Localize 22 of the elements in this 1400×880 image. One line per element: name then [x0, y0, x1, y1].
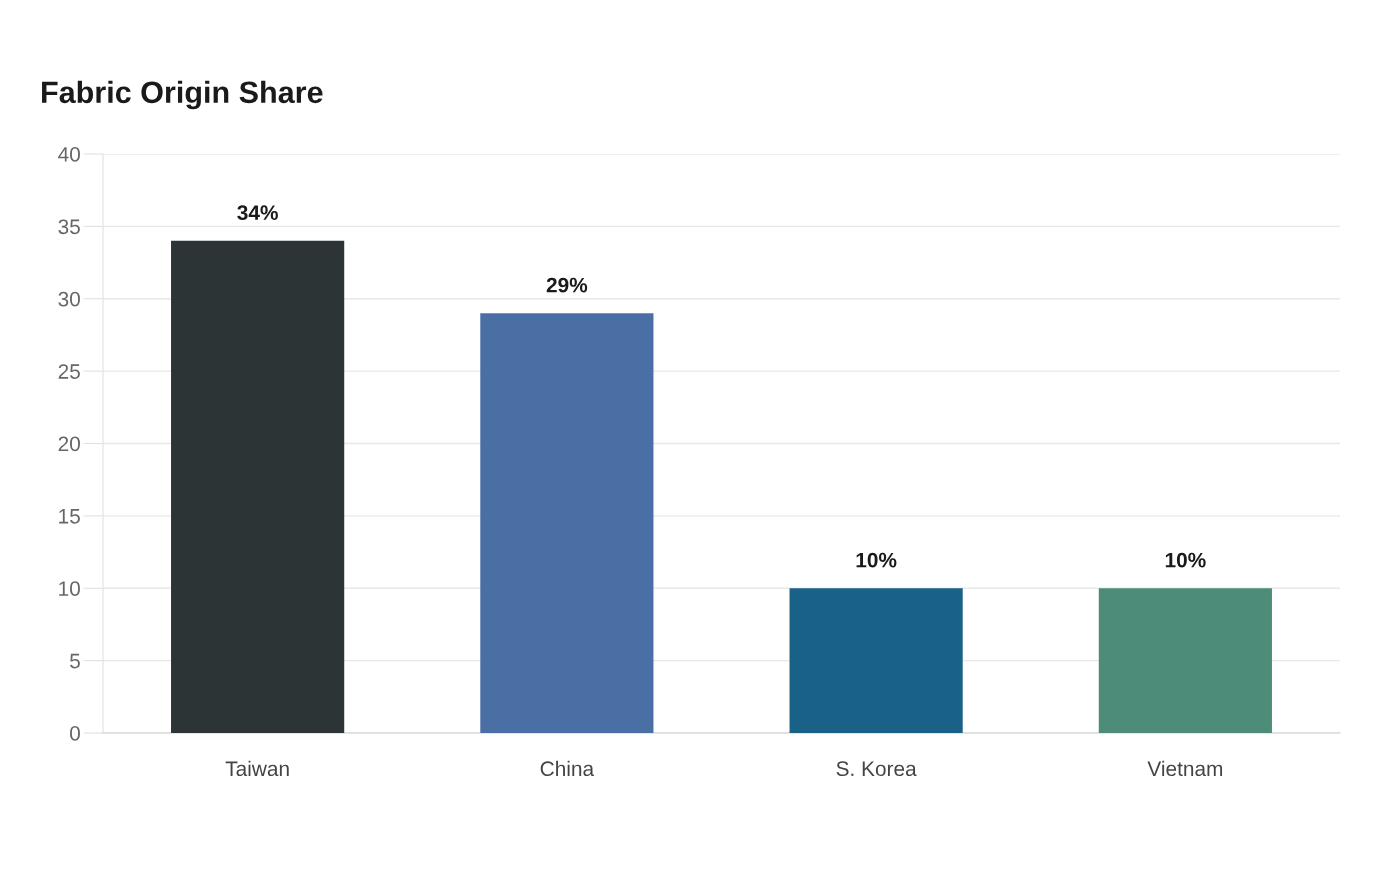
chart-title: Fabric Origin Share	[42, 80, 323, 110]
bar	[1098, 588, 1272, 733]
bar	[171, 240, 345, 733]
x-tick-label: Vietnam	[1147, 760, 1223, 777]
data-label: 10%	[856, 552, 897, 568]
y-tick-label: 5	[70, 653, 80, 669]
y-tick-label: 35	[58, 219, 80, 235]
x-tick-label: Taiwan	[225, 760, 289, 777]
y-tick-label: 0	[70, 726, 80, 741]
data-label: 29%	[546, 277, 588, 293]
y-tick-label: 25	[58, 364, 80, 379]
y-tick-label: 20	[58, 436, 80, 452]
y-tick-label: 15	[59, 509, 80, 524]
y-tick-label: 10	[59, 581, 80, 596]
x-tick-label: China	[540, 760, 595, 777]
x-tick-label: S. Korea	[836, 761, 917, 777]
data-label: 10%	[1165, 552, 1206, 568]
y-tick-label: 30	[58, 291, 80, 307]
bar	[480, 313, 654, 733]
bar	[789, 588, 963, 733]
data-label: 34%	[237, 205, 278, 221]
y-tick-label: 40	[58, 147, 80, 162]
